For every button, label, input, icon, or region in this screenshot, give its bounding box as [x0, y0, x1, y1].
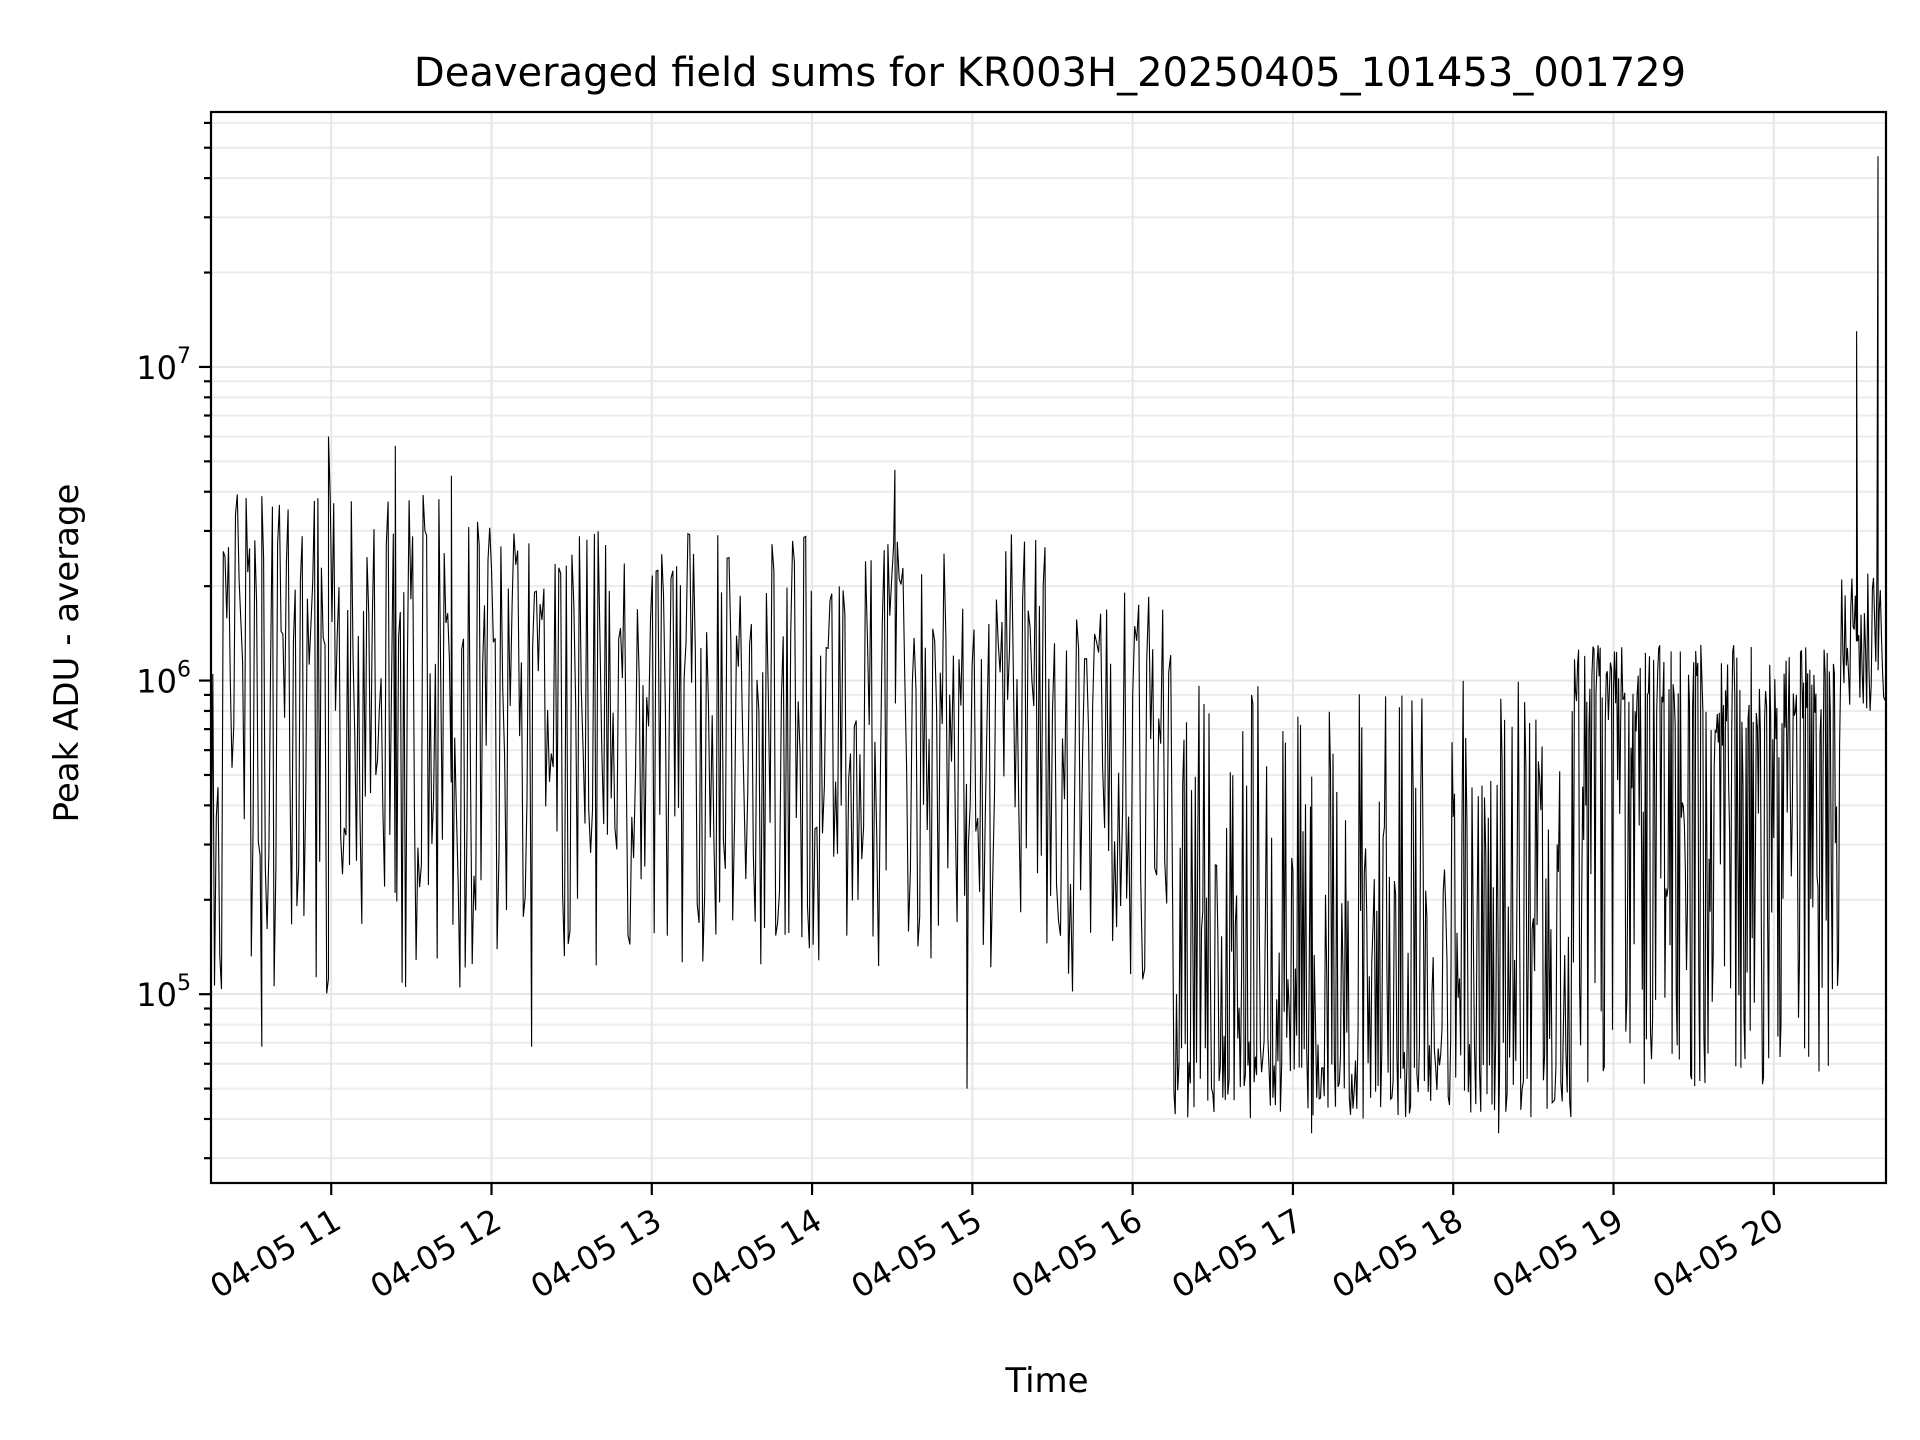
- x-tick-label: 04-05 19: [1486, 1201, 1630, 1306]
- x-tick-label: 04-05 12: [364, 1201, 508, 1306]
- series-layer: [210, 156, 1886, 1134]
- y-tick-label: 106: [136, 658, 191, 701]
- x-tick-label: 04-05 14: [684, 1201, 828, 1306]
- y-tick-label: 105: [136, 971, 191, 1014]
- x-tick-label: 04-05 13: [524, 1201, 668, 1306]
- x-tick-label: 04-05 11: [204, 1201, 348, 1306]
- plot-area-frame: [209, 110, 1888, 1185]
- x-tick-label: 04-05 15: [845, 1201, 989, 1306]
- x-tick-label: 04-05 18: [1326, 1201, 1470, 1306]
- x-tick-label: 04-05 17: [1165, 1201, 1309, 1306]
- x-tick-label: 04-05 20: [1646, 1201, 1790, 1306]
- series-line-peak-adu: [210, 156, 1886, 1134]
- x-tick-label: 04-05 16: [1005, 1201, 1149, 1306]
- chart-title: Deaveraged field sums for KR003H_2025040…: [414, 50, 1686, 96]
- y-tick-label: 107: [136, 344, 191, 387]
- x-axis-label: Time: [1004, 1361, 1088, 1401]
- y-axis-label: Peak ADU - average: [47, 484, 87, 823]
